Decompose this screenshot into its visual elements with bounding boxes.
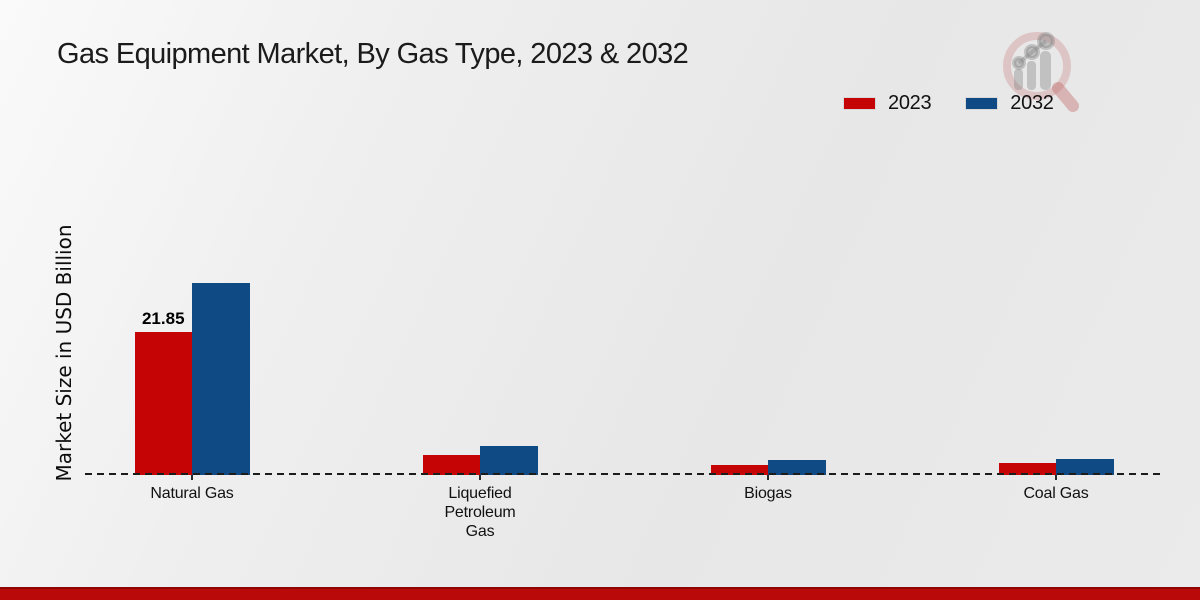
axis-tick-coal-gas bbox=[1055, 475, 1057, 480]
category-label-natural-gas: Natural Gas bbox=[150, 485, 234, 502]
category-label-biogas: Biogas bbox=[744, 485, 792, 502]
brand-watermark bbox=[995, 22, 1080, 121]
bar-2032-natural-gas bbox=[192, 283, 250, 475]
legend-swatch-2023 bbox=[843, 97, 876, 110]
category-label-coal-gas: Coal Gas bbox=[1023, 485, 1089, 502]
legend-item-2023: 2023 bbox=[843, 92, 932, 115]
bar-2032-biogas bbox=[768, 460, 826, 475]
bar-2023-biogas bbox=[710, 465, 768, 475]
bar-2032-liquefied-petroleum-gas bbox=[480, 446, 538, 475]
bar-value-label: 21.85 bbox=[141, 309, 185, 328]
category-label-liquefied-petroleum-gas: Liquefied Petroleum Gas bbox=[444, 485, 516, 540]
axis-tick-biogas bbox=[767, 475, 769, 480]
chart-title: Gas Equipment Market, By Gas Type, 2023 … bbox=[57, 38, 689, 70]
bar-2023-liquefied-petroleum-gas bbox=[422, 455, 480, 475]
legend-item-2032: 2032 bbox=[965, 92, 1054, 115]
chart-legend: 2023 2032 bbox=[843, 92, 1054, 115]
legend-swatch-2032 bbox=[965, 97, 999, 110]
legend-label-2032: 2032 bbox=[1010, 92, 1054, 114]
magnifier-growth-chart-icon bbox=[1003, 32, 1079, 112]
axis-tick-natural-gas bbox=[191, 475, 193, 480]
legend-label-2023: 2023 bbox=[888, 92, 932, 114]
footer-accent-band bbox=[0, 587, 1200, 600]
axis-tick-liquefied-petroleum-gas bbox=[479, 475, 481, 480]
bar-2023-natural-gas bbox=[134, 332, 192, 475]
bar-2023-coal-gas bbox=[998, 463, 1056, 475]
x-axis-dashed-baseline bbox=[85, 473, 1163, 475]
bar-2032-coal-gas bbox=[1056, 459, 1114, 475]
